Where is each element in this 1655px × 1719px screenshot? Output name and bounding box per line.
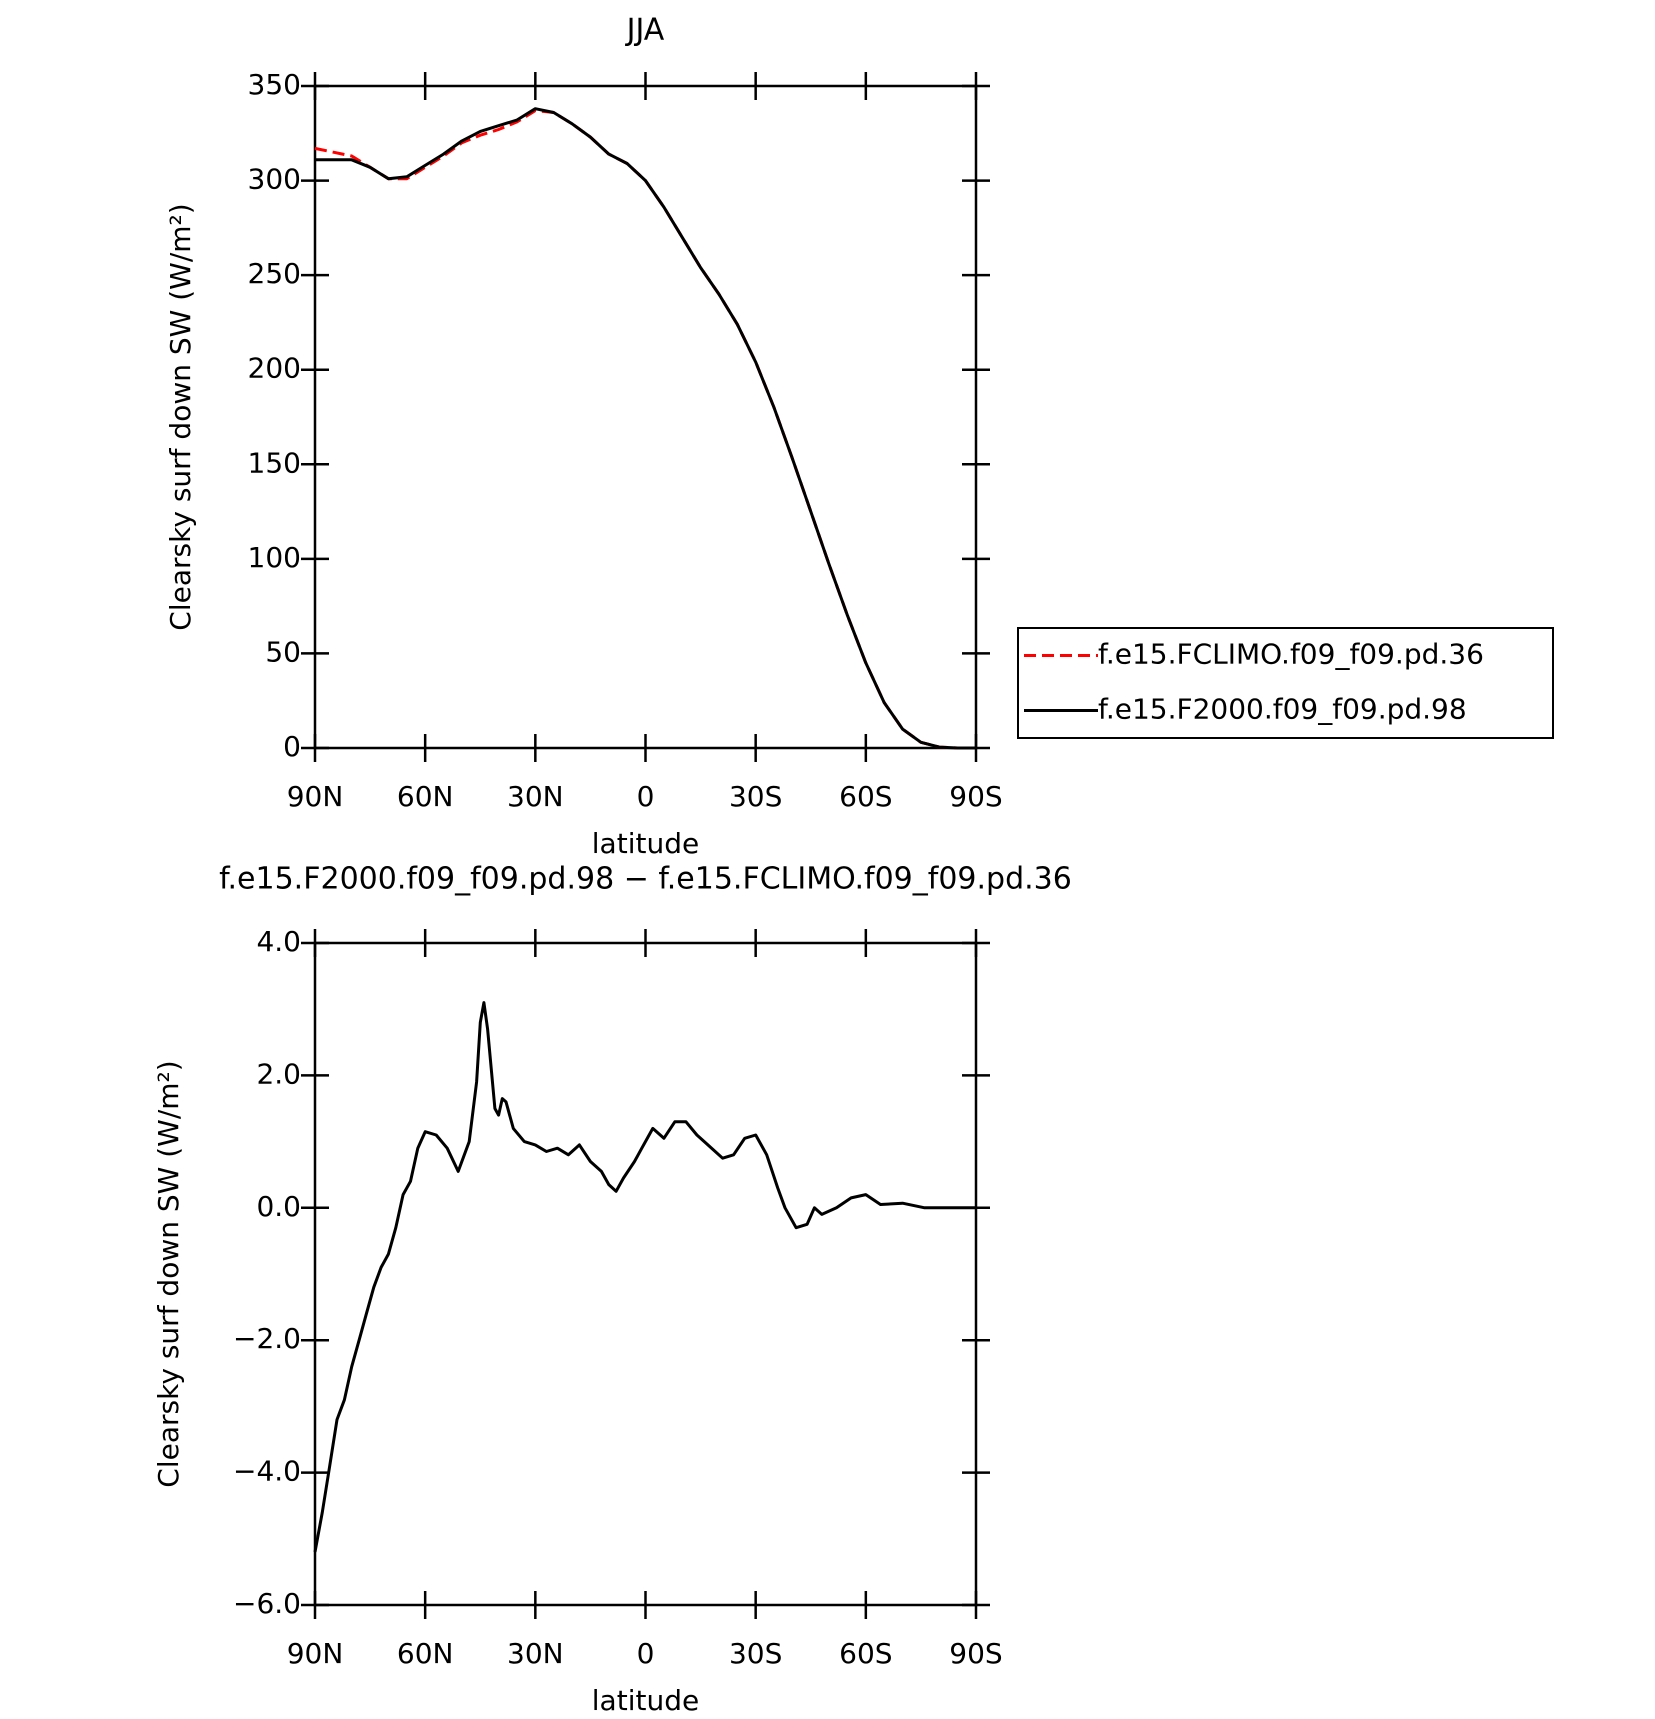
y-tick-label: 100 <box>248 541 301 574</box>
legend-box <box>1017 627 1554 739</box>
y-tick-label: −2.0 <box>233 1322 301 1355</box>
x-tick-label: 90N <box>287 780 344 813</box>
y-tick-label: 150 <box>248 446 301 479</box>
x-tick-label: 90N <box>287 1637 344 1670</box>
y-tick-label: 350 <box>248 68 301 101</box>
y-axis-label: Clearsky surf down SW (W/m²) <box>164 203 197 630</box>
y-tick-label: 250 <box>248 257 301 290</box>
x-tick-label: 0 <box>637 1637 655 1670</box>
y-tick-label: −4.0 <box>233 1455 301 1488</box>
legend-label: f.e15.FCLIMO.f09_f09.pd.36 <box>1098 638 1484 671</box>
x-tick-label: 30N <box>507 780 564 813</box>
chart-title: f.e15.F2000.f09_f09.pd.98 − f.e15.FCLIMO… <box>219 862 1072 897</box>
plot-frame <box>313 84 978 750</box>
y-tick-label: 300 <box>248 163 301 196</box>
y-tick-label: 200 <box>248 352 301 385</box>
x-tick-label: 60S <box>839 1637 892 1670</box>
y-tick-label: −6.0 <box>233 1587 301 1620</box>
chart-title: JJA <box>625 13 665 48</box>
y-tick-label: 2.0 <box>256 1057 301 1090</box>
x-tick-label: 90S <box>949 1637 1002 1670</box>
y-tick-label: 50 <box>265 635 301 668</box>
x-tick-label: 30N <box>507 1637 564 1670</box>
x-axis-label: latitude <box>592 1684 699 1717</box>
series-line <box>315 107 976 750</box>
x-tick-label: 60S <box>839 780 892 813</box>
y-tick-label: 4.0 <box>256 925 301 958</box>
series-line <box>313 1001 976 1553</box>
legend-label: f.e15.F2000.f09_f09.pd.98 <box>1098 693 1467 726</box>
series-line <box>314 109 976 750</box>
x-tick-label: 60N <box>397 1637 454 1670</box>
y-tick-label: 0.0 <box>256 1190 301 1223</box>
x-tick-label: 90S <box>949 780 1002 813</box>
x-tick-label: 30S <box>729 1637 782 1670</box>
y-tick-label: 0 <box>283 730 301 763</box>
x-axis-label: latitude <box>592 827 699 860</box>
y-axis-label: Clearsky surf down SW (W/m²) <box>152 1060 185 1487</box>
x-tick-label: 30S <box>729 780 782 813</box>
plot-frame <box>313 941 978 1607</box>
x-tick-label: 60N <box>397 780 454 813</box>
x-tick-label: 0 <box>637 780 655 813</box>
